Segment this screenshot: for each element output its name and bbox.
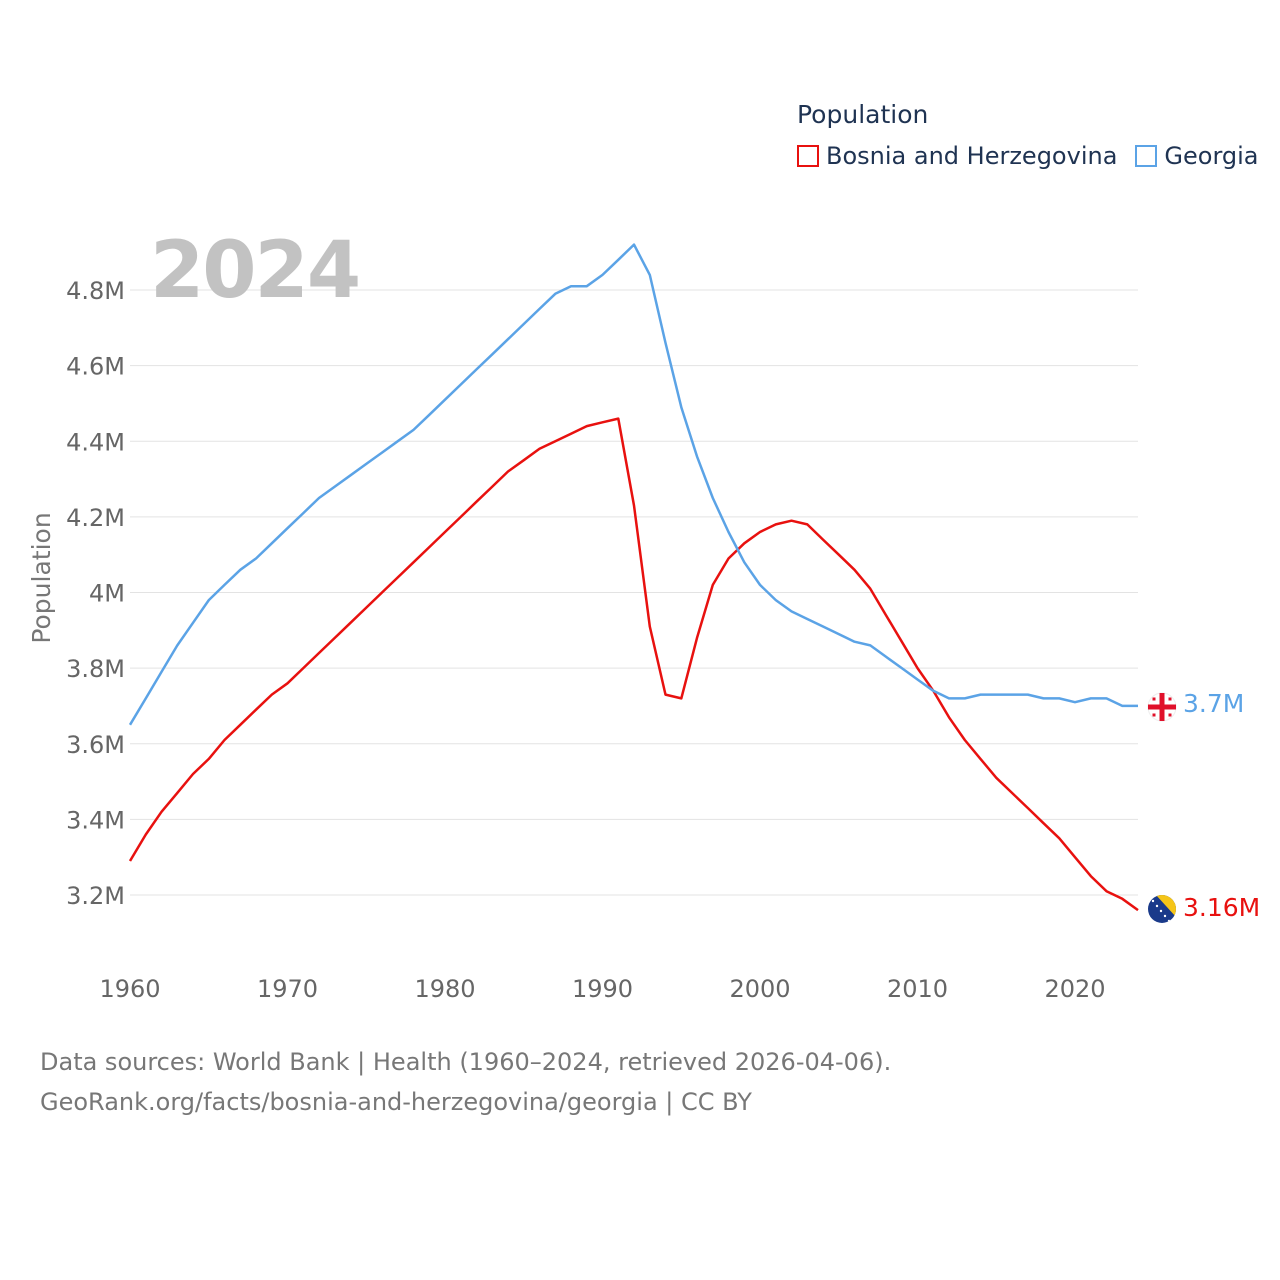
x-tick-label: 2000 (729, 975, 790, 1003)
y-tick-label: 3.8M (66, 655, 125, 683)
x-tick-label: 2020 (1044, 975, 1105, 1003)
x-tick-label: 1970 (257, 975, 318, 1003)
x-tick-label: 1990 (572, 975, 633, 1003)
footer-link[interactable]: GeoRank.org/facts/bosnia-and-herzegovina… (40, 1088, 752, 1116)
series-line-bosnia-and-herzegovina (128, 417, 1139, 912)
legend-swatch-bosnia (797, 145, 819, 167)
y-tick-label: 3.4M (66, 806, 125, 834)
end-label-bosnia-and-herzegovina: 3.16M (1183, 893, 1260, 922)
y-tick-label: 4.8M (66, 277, 125, 305)
footer-sources: Data sources: World Bank | Health (1960–… (40, 1048, 892, 1076)
y-axis-label: Population (27, 512, 56, 643)
series-lines (128, 243, 1139, 912)
legend-label-bosnia: Bosnia and Herzegovina (826, 142, 1118, 170)
y-tick-label: 4.4M (66, 428, 125, 456)
x-tick-label: 2010 (887, 975, 948, 1003)
y-tick-label: 4M (89, 580, 125, 608)
legend-item-georgia[interactable]: Georgia (1135, 142, 1259, 170)
x-axis-ticks: 1960 1970 1980 1990 2000 2010 2020 (99, 975, 1105, 1003)
legend-label-georgia: Georgia (1164, 142, 1259, 170)
legend-item-bosnia[interactable]: Bosnia and Herzegovina (797, 142, 1117, 170)
georgia-flag-icon (1147, 692, 1177, 722)
x-tick-label: 1980 (414, 975, 475, 1003)
legend-swatch-georgia (1135, 145, 1158, 167)
legend: Bosnia and Herzegovina Georgia (797, 142, 1277, 170)
grid-lines (130, 289, 1138, 896)
end-label-georgia: 3.7M (1183, 689, 1244, 718)
y-tick-label: 3.2M (66, 882, 125, 910)
series-line-georgia (128, 243, 1138, 726)
series-end-labels: 3.16M 3.7M (1183, 689, 1260, 922)
y-tick-label: 3.6M (66, 731, 125, 759)
x-tick-label: 1960 (99, 975, 160, 1003)
y-tick-label: 4.6M (66, 353, 125, 381)
series-end-markers (1147, 692, 1177, 923)
y-axis-ticks: 3.2M 3.4M 3.6M 3.8M 4M 4.2M 4.4M 4.6M 4.8M (66, 277, 125, 910)
y-tick-label: 4.2M (66, 504, 125, 532)
year-label: 2024 (150, 226, 361, 316)
bosnia-flag-icon (1148, 895, 1176, 923)
legend-title: Population (797, 100, 929, 129)
footer: Data sources: World Bank | Health (1960–… (40, 1042, 891, 1122)
